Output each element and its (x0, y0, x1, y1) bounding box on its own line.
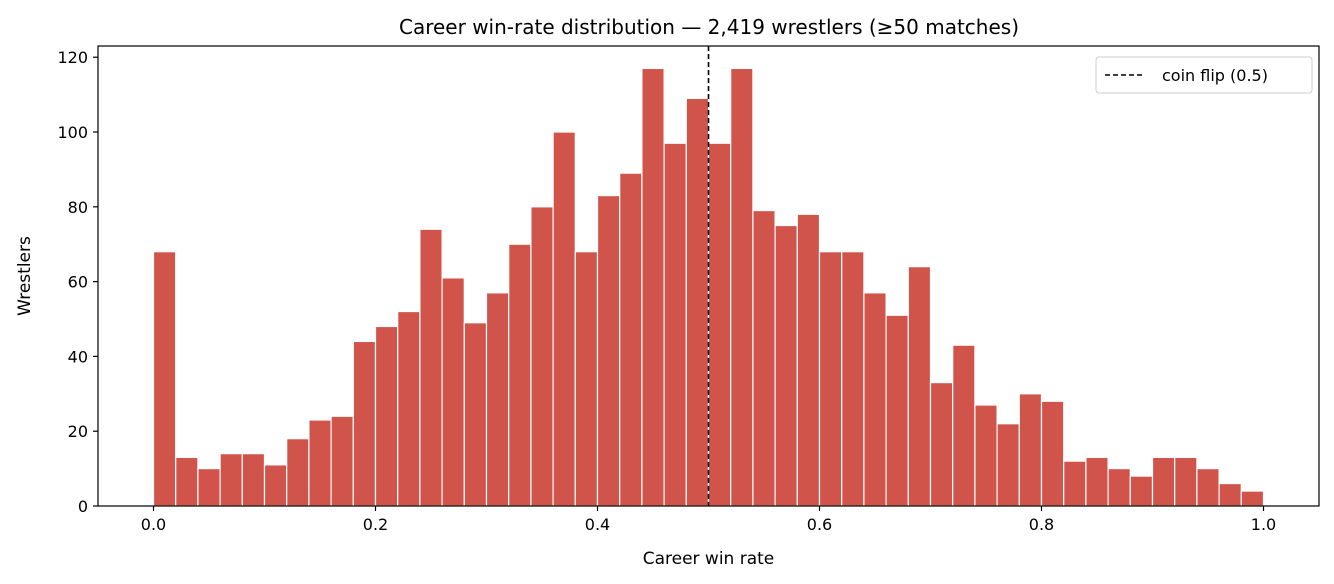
histogram-bar (796, 213, 821, 507)
histogram-bar (352, 340, 377, 507)
x-tick-label: 0.8 (1029, 515, 1054, 534)
histogram-bar (1240, 490, 1265, 507)
y-tick-label: 120 (57, 48, 88, 67)
histogram-bar (441, 277, 465, 507)
histogram-bar (841, 251, 865, 507)
histogram-bar (374, 325, 399, 507)
histogram-bar (730, 67, 754, 507)
histogram-bar (907, 266, 932, 507)
histogram-bar (685, 97, 710, 507)
legend-entry-coin-flip: coin flip (0.5) (1162, 66, 1268, 85)
histogram-bar (663, 142, 687, 507)
y-tick-label: 60 (68, 273, 88, 292)
histogram-bar (818, 251, 843, 507)
histogram-bar (752, 209, 776, 507)
histogram-bar (929, 381, 954, 507)
histogram-bar (1174, 456, 1198, 507)
histogram-bar (1196, 468, 1220, 507)
histogram-bar (974, 404, 998, 507)
y-tick-label: 40 (68, 347, 88, 366)
y-tick-label: 80 (68, 198, 88, 217)
histogram-bar (1018, 393, 1043, 507)
histogram-bar (263, 464, 288, 507)
histogram-bar (596, 194, 621, 507)
chart-title: Career win-rate distribution — 2,419 wre… (399, 15, 1019, 39)
x-tick-label: 0.2 (363, 515, 388, 534)
histogram-bar (774, 224, 798, 507)
histogram-bar (574, 251, 599, 507)
histogram-bar (463, 322, 488, 507)
legend: coin flip (0.5) (1095, 56, 1313, 94)
x-tick-label: 1.0 (1251, 515, 1276, 534)
histogram-bar (241, 453, 266, 507)
histogram-bar (530, 206, 554, 507)
x-tick-label: 0.4 (585, 515, 610, 534)
histogram-bar (508, 243, 532, 507)
y-tick-label: 100 (57, 123, 88, 142)
histogram-bar (308, 419, 332, 507)
histogram-bar (1040, 400, 1065, 507)
histogram-bar (885, 314, 909, 507)
histogram-bar (175, 456, 199, 507)
x-tick-label: 0.6 (807, 515, 832, 534)
x-axis-ticks: 0.0 0.2 0.4 0.6 0.8 1.0 (141, 506, 1276, 534)
histogram-bar (1063, 460, 1087, 507)
plot-frame (97, 45, 1320, 507)
x-axis-label: Career win rate (643, 549, 775, 569)
histogram-bar (219, 453, 243, 507)
histogram-bar (552, 131, 576, 507)
histogram-bar (1218, 482, 1242, 507)
histogram-bar (419, 228, 443, 507)
histogram-bar (952, 344, 976, 507)
histogram-bar (397, 310, 421, 507)
histogram-bar (1085, 456, 1109, 507)
histogram-bar (1107, 468, 1131, 507)
histogram-bar (330, 415, 354, 507)
histogram-bar (286, 438, 310, 507)
histogram-bar (641, 67, 665, 507)
y-tick-label: 20 (68, 422, 88, 441)
legend-box (1095, 56, 1313, 94)
y-tick-label: 0 (78, 497, 88, 516)
histogram-bar (485, 292, 510, 507)
x-tick-label: 0.0 (141, 515, 166, 534)
histogram-bar (707, 142, 732, 507)
histogram-bar (619, 172, 643, 507)
y-axis-label: Wrestlers (15, 236, 35, 316)
histogram-bar (1129, 475, 1154, 507)
histogram-bar (863, 292, 887, 507)
histogram-bar (152, 251, 177, 507)
y-axis-ticks: 0 20 40 60 80 100 120 (57, 48, 98, 516)
histogram-bar (996, 423, 1020, 507)
histogram-bar (197, 468, 221, 507)
histogram-bar (1151, 456, 1176, 507)
